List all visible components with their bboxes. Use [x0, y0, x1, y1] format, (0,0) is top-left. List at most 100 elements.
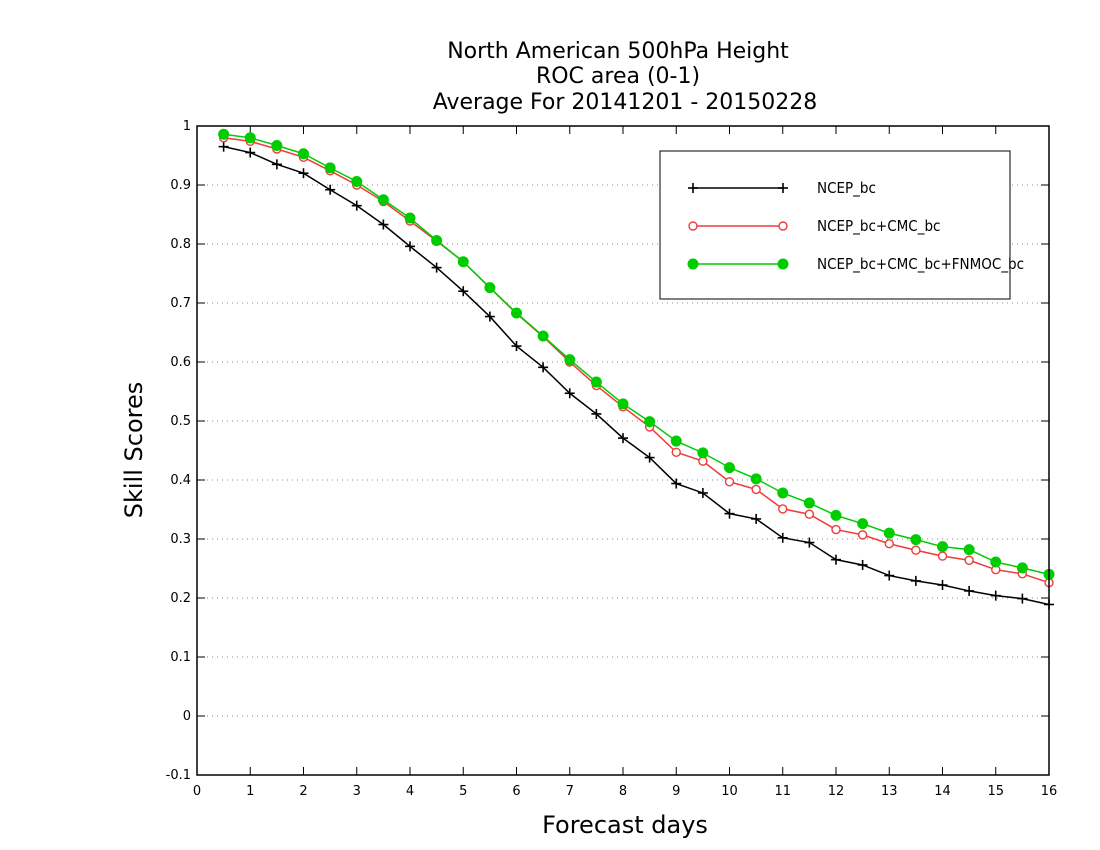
data-point [697, 447, 709, 459]
data-point [218, 128, 230, 140]
data-point [671, 447, 681, 457]
data-point [671, 478, 682, 489]
data-point [777, 532, 788, 543]
data-point [377, 194, 389, 206]
data-point [857, 530, 868, 540]
series-0 [218, 141, 1054, 610]
data-point [857, 518, 869, 530]
data-point [511, 341, 522, 352]
data-point [431, 234, 443, 246]
legend-marker [778, 183, 788, 193]
legend-marker [778, 221, 788, 231]
data-point [244, 132, 256, 144]
data-point [1016, 562, 1028, 574]
data-point [937, 551, 948, 561]
data-point [750, 473, 762, 485]
x-tick-label: 10 [721, 784, 738, 799]
y-tick-label: 0.1 [170, 650, 191, 665]
x-tick-label: 7 [566, 784, 574, 799]
legend: NCEP_bc NCEP_bc+CMC_bc NCEP_bc+CMC_bc+FNMO… [659, 150, 1024, 300]
data-point [564, 354, 576, 366]
data-point [325, 184, 336, 195]
legend-label: NCEP_bc+CMC_bc+FNMOC_bc [817, 255, 1024, 274]
y-tick-label: 0.9 [170, 178, 191, 193]
y-tick-label: 0.8 [170, 237, 191, 252]
x-tick-label: 1 [246, 784, 254, 799]
data-point [298, 168, 309, 179]
data-point [884, 539, 894, 549]
x-tick-label: 14 [934, 784, 951, 799]
data-point [1017, 593, 1028, 604]
chart-title-line-1: North American 500hPa Height [447, 39, 789, 64]
data-point [644, 452, 655, 463]
series-layer [218, 128, 1055, 610]
data-point [910, 534, 922, 546]
data-point [644, 416, 656, 428]
y-tick-label: 0 [183, 709, 191, 724]
legend-marker [687, 258, 699, 270]
y-tick-label: 0.6 [170, 355, 191, 370]
data-point [831, 554, 841, 565]
data-point [590, 376, 602, 388]
y-axis-ticks: 1 0.9 0.8 0.7 0.6 0.5 0.4 0.3 0.2 0.1 0 -0.1 [166, 119, 1049, 783]
data-point [324, 162, 336, 174]
x-tick-label: 9 [672, 784, 680, 799]
legend-label: NCEP_bc [817, 179, 876, 198]
x-tick-label: 8 [619, 784, 627, 799]
data-point [777, 487, 789, 499]
data-point [964, 585, 975, 596]
plot-frame [196, 125, 1050, 776]
data-point [990, 590, 1001, 601]
data-point [245, 147, 256, 158]
x-axis-ticks: 0 1 2 3 4 5 6 7 8 9 10 11 12 13 14 15 16 [193, 126, 1057, 799]
data-point [724, 462, 735, 474]
legend-marker [688, 183, 698, 193]
legend-box [659, 150, 1011, 300]
data-point [298, 148, 309, 160]
y-tick-label: -0.1 [166, 768, 191, 783]
y-axis-label: Skill Scores [120, 382, 148, 519]
legend-marker [777, 258, 789, 270]
data-point [803, 497, 815, 509]
data-point [724, 508, 735, 519]
data-point [405, 241, 415, 252]
legend-item: NCEP_bc+CMC_bc [688, 217, 940, 236]
data-point [351, 175, 363, 187]
x-tick-label: 5 [459, 784, 467, 799]
data-point [564, 388, 575, 399]
data-point [937, 541, 948, 553]
data-point [830, 509, 842, 521]
data-point [404, 212, 416, 224]
legend-label: NCEP_bc+CMC_bc [817, 217, 940, 236]
data-point [218, 141, 229, 152]
x-tick-label: 12 [828, 784, 845, 799]
data-point [804, 509, 815, 519]
y-tick-label: 0.4 [170, 473, 191, 488]
data-point [538, 362, 549, 373]
data-point [617, 398, 629, 410]
data-point [378, 219, 389, 230]
x-tick-label: 16 [1041, 784, 1058, 799]
data-point [511, 307, 522, 319]
y-tick-label: 0.5 [170, 414, 191, 429]
y-tick-label: 0.2 [170, 591, 191, 606]
data-point [670, 435, 682, 447]
x-tick-label: 11 [774, 784, 791, 799]
chart-title-line-3: Average For 20141201 - 20150228 [433, 90, 818, 115]
data-point [431, 262, 442, 273]
data-point [271, 139, 283, 151]
data-point [537, 330, 549, 342]
x-tick-label: 0 [193, 784, 201, 799]
series-line [223, 145, 1050, 606]
x-tick-label: 3 [353, 784, 361, 799]
data-point [910, 575, 921, 586]
chart-title: North American 500hPa Height ROC area (0… [433, 39, 818, 115]
data-point [831, 524, 841, 535]
data-point [724, 477, 735, 487]
data-point [751, 513, 762, 524]
legend-item: NCEP_bc [688, 179, 876, 198]
data-point [963, 544, 975, 556]
x-tick-label: 4 [406, 784, 414, 799]
x-tick-label: 13 [881, 784, 898, 799]
